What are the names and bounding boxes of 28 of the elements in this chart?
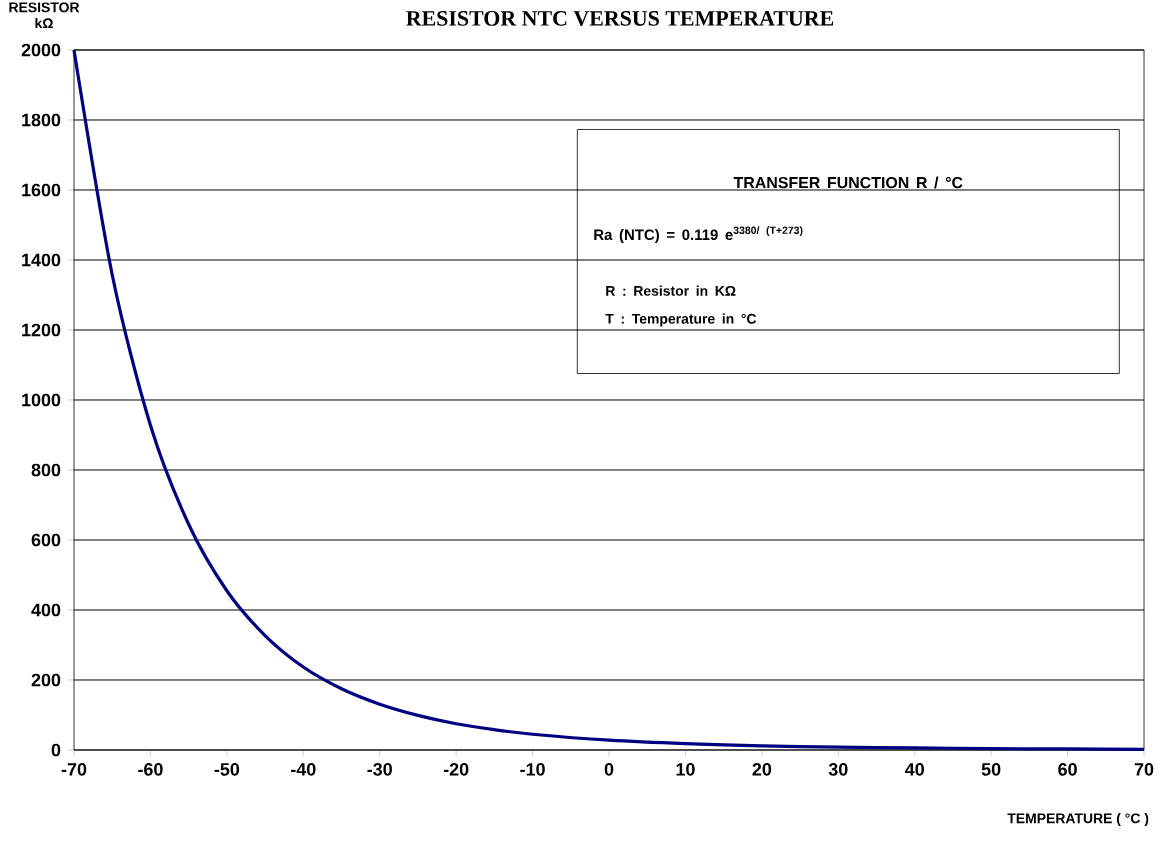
line-series bbox=[72, 48, 1146, 751]
x-tick-label: 10 bbox=[676, 763, 695, 776]
x-tick-label: -50 bbox=[214, 763, 240, 776]
y-tick-label: 1600 bbox=[22, 183, 61, 197]
y-tick-label: 800 bbox=[31, 463, 61, 477]
y-tick-label: 1800 bbox=[22, 113, 61, 127]
x-tick-label: 50 bbox=[981, 763, 1001, 776]
x-tick-label: -40 bbox=[291, 763, 316, 776]
x-tick-label: 40 bbox=[905, 763, 924, 776]
x-tick-label: -30 bbox=[367, 763, 392, 776]
y-tick-label: 1200 bbox=[22, 323, 61, 337]
y-tick-label: 1400 bbox=[22, 253, 61, 267]
x-tick-label: -10 bbox=[520, 763, 545, 776]
y-tick-label: 600 bbox=[31, 533, 61, 547]
chart-title: RESISTOR NTC VERSUS TEMPERATURE bbox=[406, 11, 834, 26]
x-tick-label: 60 bbox=[1058, 763, 1077, 776]
y-tick-label: 2000 bbox=[21, 43, 61, 57]
y-tick-label: 0 bbox=[51, 743, 61, 757]
x-tick-label: 30 bbox=[828, 763, 848, 776]
x-tick-label: -70 bbox=[61, 763, 87, 776]
x-tick-label: 0 bbox=[604, 763, 614, 776]
x-tick-label: -60 bbox=[138, 763, 163, 776]
y-tick-label: 200 bbox=[31, 673, 61, 687]
x-tick-label: 20 bbox=[752, 763, 772, 776]
y-tick-label: 400 bbox=[31, 603, 61, 617]
x-tick-label: -20 bbox=[443, 763, 469, 776]
x-tick-label: 70 bbox=[1134, 763, 1154, 776]
y-tick-label: 1000 bbox=[22, 393, 61, 407]
